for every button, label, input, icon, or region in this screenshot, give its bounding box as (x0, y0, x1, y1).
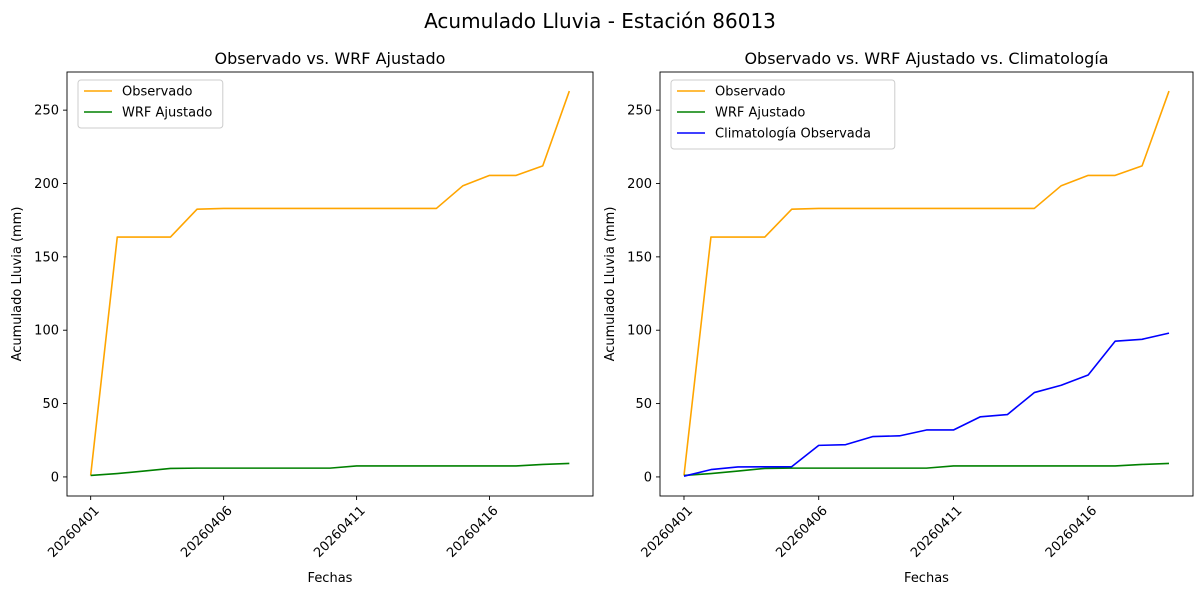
x-tick-label: 20260416 (1043, 503, 1100, 560)
plot-frame (66, 71, 594, 497)
x-tick-label: 20260401 (45, 503, 102, 560)
legend-box (77, 79, 224, 129)
x-tick-label: 20260411 (311, 503, 368, 560)
series-line-wrf-ajustado (90, 462, 570, 477)
y-tick-label: 200 (34, 177, 59, 192)
chart-title: Observado vs. WRF Ajustado (215, 49, 446, 68)
chart-left: Observado vs. WRF Ajustado 0 50 100 150 200 25… (10, 49, 594, 586)
series-line-observado (683, 90, 1170, 476)
y-tick-label: 150 (627, 250, 652, 265)
figure-suptitle: Acumulado Lluvia - Estación 86013 (424, 9, 776, 33)
y-axis-label: Acumulado Lluvia (mm) (10, 207, 25, 362)
y-tick-label: 150 (34, 250, 59, 265)
y-tick-label: 200 (627, 177, 652, 192)
y-tick-label: 100 (34, 324, 59, 339)
legend-entry: Climatología Observada (715, 127, 871, 142)
legend-box (670, 79, 896, 150)
y-tick-label: 50 (42, 397, 59, 412)
x-tick-label: 20260406 (773, 503, 830, 560)
y-tick-label: 250 (34, 104, 59, 119)
x-tick-label: 20260416 (444, 503, 501, 560)
legend-entry: WRF Ajustado (715, 106, 805, 121)
y-axis-label: Acumulado Lluvia (mm) (603, 207, 618, 362)
y-tick-label: 0 (644, 470, 652, 485)
series-line-wrf-ajustado (683, 462, 1170, 477)
plot-frame (659, 71, 1194, 497)
chart-right: Observado vs. WRF Ajustado vs. Climatolo… (603, 49, 1194, 586)
legend-entry: Observado (122, 85, 193, 100)
x-axis-label: Fechas (308, 571, 353, 586)
series-line-observado (89, 90, 571, 476)
y-tick-label: 50 (635, 397, 652, 412)
x-tick-label: 20260406 (178, 503, 235, 560)
x-tick-label: 20260411 (908, 503, 965, 560)
legend-entry: Observado (715, 85, 786, 100)
y-tick-label: 250 (627, 104, 652, 119)
x-tick-label: 20260401 (639, 503, 696, 560)
legend: Observado WRF Ajustado (77, 79, 224, 129)
y-tick-label: 0 (51, 470, 59, 485)
chart-title: Observado vs. WRF Ajustado vs. Climatolo… (744, 49, 1108, 68)
series-line-climatolog-a-observada (683, 332, 1170, 477)
x-axis-label: Fechas (904, 571, 949, 586)
legend: Observado WRF Ajustado Climatología Observ… (670, 79, 896, 150)
y-tick-label: 100 (627, 324, 652, 339)
legend-entry: WRF Ajustado (122, 106, 212, 121)
